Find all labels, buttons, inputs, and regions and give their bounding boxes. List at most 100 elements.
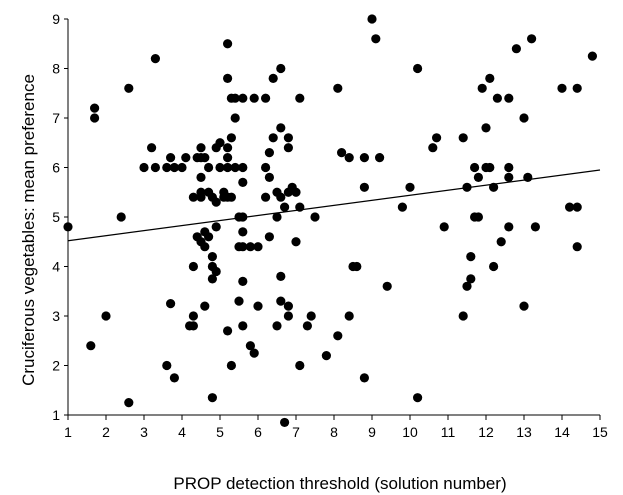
data-point [473,172,483,182]
data-point [188,261,198,272]
data-point [253,242,263,252]
data-point [238,276,248,286]
data-point [489,261,499,272]
data-point [223,143,233,153]
data-point [302,321,312,331]
x-tick-label: 11 [441,424,456,440]
data-point [181,153,191,163]
data-point [523,172,533,182]
x-axis-title: PROP detection threshold (solution numbe… [173,474,506,493]
data-point [572,202,582,212]
data-point [367,14,377,24]
data-point [238,162,248,173]
data-point [511,44,521,54]
data-point [352,261,362,272]
y-axis-title: Cruciferous vegetables: mean preference [19,74,38,386]
data-point [200,153,210,163]
data-point [200,301,210,311]
data-point [359,182,369,192]
data-point [496,237,506,247]
data-point [249,93,259,103]
x-tick-label: 14 [554,424,570,440]
data-point [162,162,172,173]
data-point [283,133,293,143]
data-point [196,143,206,153]
data-point [481,123,491,133]
data-point [485,162,495,173]
data-point [166,299,176,309]
data-point [466,252,476,262]
data-point [90,103,100,113]
data-point [204,232,214,242]
data-point [397,202,407,212]
data-point [63,222,73,232]
data-point [215,162,225,173]
data-point [249,348,259,358]
data-points [63,14,598,428]
data-point [272,321,282,331]
data-point [382,281,392,291]
data-point [276,192,286,202]
data-point [147,143,157,153]
data-point [344,153,354,163]
data-point [211,222,221,232]
data-point [272,212,282,222]
data-point [223,39,233,49]
y-tick-label: 3 [52,308,60,324]
data-point [413,393,423,403]
data-point [283,143,293,153]
data-point [371,34,381,44]
data-point [337,148,347,158]
data-point [200,242,210,252]
data-point [344,311,354,321]
y-tick-label: 1 [52,407,60,423]
data-point [587,51,598,61]
data-point [86,341,96,351]
data-point [238,227,248,237]
data-point [291,187,301,197]
x-tick-label: 3 [140,424,148,440]
data-point [359,373,369,383]
data-point [207,393,217,403]
data-point [268,73,278,83]
x-tick-label: 8 [330,424,338,440]
data-point [291,237,301,247]
data-point [223,153,233,163]
data-point [280,202,290,212]
data-point [477,83,487,93]
data-point [90,113,100,123]
data-point [485,73,495,83]
data-point [462,281,472,291]
y-tick-label: 2 [52,358,60,374]
data-point [230,162,240,173]
data-point [276,63,286,74]
data-point [223,162,233,173]
data-point [261,192,271,202]
data-point [276,123,286,133]
y-tick-label: 4 [52,259,60,275]
x-tick-label: 9 [368,424,376,440]
data-point [527,34,537,44]
axes [67,19,600,416]
data-point [196,192,206,202]
data-point [253,301,263,311]
data-point [139,162,149,173]
data-point [177,162,187,173]
data-point [375,153,385,163]
y-tick-label: 6 [52,160,60,176]
x-tick-label: 4 [178,424,186,440]
data-point [492,93,502,103]
data-point [188,311,198,321]
data-point [215,138,225,148]
data-point [207,274,217,284]
y-tick-label: 5 [52,209,60,225]
data-point [333,331,343,341]
data-point [295,360,305,371]
x-axis-ticks: 1 2 3 4 5 6 7 8 9 10 11 12 13 14 15 [64,415,608,440]
data-point [188,321,198,331]
data-point [470,162,480,173]
x-tick-label: 1 [64,424,72,440]
y-tick-label: 7 [52,110,60,126]
data-point [504,93,514,103]
